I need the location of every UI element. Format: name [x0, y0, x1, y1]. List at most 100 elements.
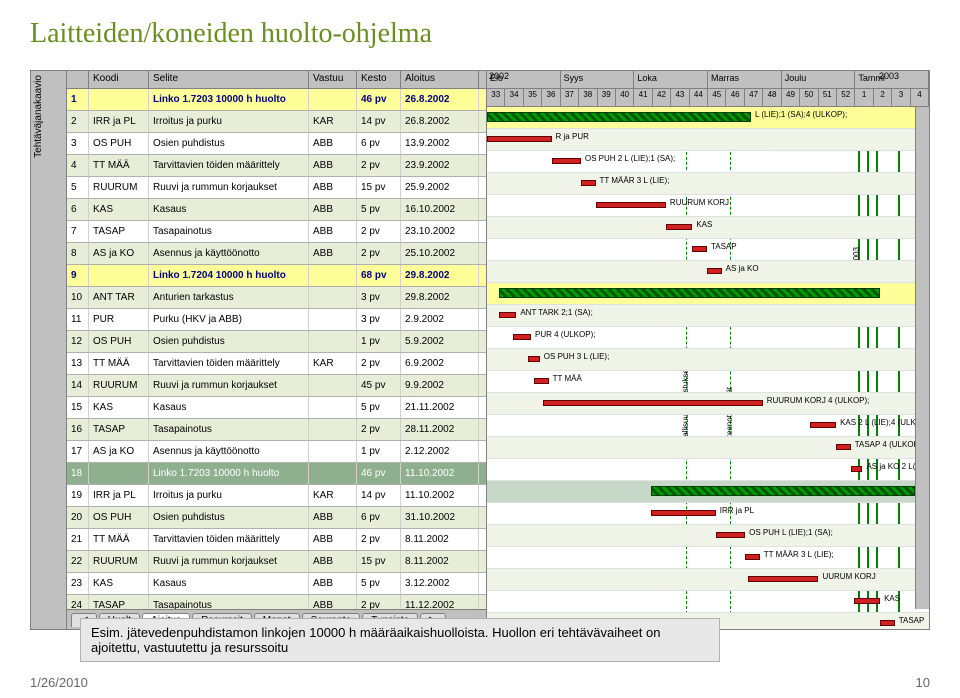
table-row[interactable]: 5RUURUMRuuvi ja rummun korjauksetABB15 p…	[67, 177, 486, 199]
table-row[interactable]: 6KASKasausABB5 pv16.10.2002	[67, 199, 486, 221]
gantt-bar[interactable]	[487, 112, 751, 122]
week-cell: 52	[837, 89, 855, 107]
gantt-row: AS ja KO 2 L(LIE);2;1 (SA);	[487, 459, 929, 481]
table-row[interactable]: 18Linko 1.7203 10000 h huolto46 pv11.10.…	[67, 463, 486, 485]
table-row[interactable]: 3OS PUHOsien puhdistusABB6 pv13.9.2002	[67, 133, 486, 155]
gantt-app: Tehtäväjanakaavio Koodi Selite Vastuu Ke…	[30, 70, 930, 630]
bar-label: TT MÄÄ	[553, 374, 582, 383]
gantt-bar[interactable]	[499, 312, 517, 318]
table-row[interactable]: 15KASKasaus5 pv21.11.2002	[67, 397, 486, 419]
table-row[interactable]: 24TASAPTasapainotusABB2 pv11.12.2002	[67, 595, 486, 609]
gantt-row: OS PUH L (LIE);1 (SA);	[487, 525, 929, 547]
week-cell: 50	[800, 89, 818, 107]
week-cell: 47	[745, 89, 763, 107]
gantt-bar[interactable]	[810, 422, 836, 428]
table-row[interactable]: 20OS PUHOsien puhdistusABB6 pv31.10.2002	[67, 507, 486, 529]
col-dur[interactable]: Kesto	[357, 71, 401, 88]
col-code[interactable]: Koodi	[89, 71, 149, 88]
table-row[interactable]: 17AS ja KOAsennus ja käyttöönotto1 pv2.1…	[67, 441, 486, 463]
gantt-bar[interactable]	[707, 268, 722, 274]
week-cell: 33	[487, 89, 505, 107]
week-cell: 46	[726, 89, 744, 107]
gantt-body[interactable]: urvallisuustarkastukset äytteenottopäivä…	[487, 107, 929, 629]
gantt-bar[interactable]	[716, 532, 745, 538]
gantt-bar[interactable]	[596, 202, 666, 208]
week-cell: 51	[819, 89, 837, 107]
bar-label: UURUM KORJ	[822, 572, 875, 581]
table-row[interactable]: 14RUURUMRuuvi ja rummun korjaukset45 pv9…	[67, 375, 486, 397]
timeline-header: 2002 2003 EloSyysLokaMarrasJouluTammi 33…	[487, 71, 929, 107]
week-cell: 45	[708, 89, 726, 107]
gantt-bar[interactable]	[651, 510, 716, 516]
gantt-bar[interactable]	[552, 158, 581, 164]
gantt-bar[interactable]	[487, 136, 552, 142]
gantt-bar[interactable]	[880, 620, 895, 626]
gantt-bar[interactable]	[534, 378, 549, 384]
week-cell: 36	[542, 89, 560, 107]
scrollbar-vertical[interactable]	[915, 107, 929, 609]
gantt-row: OS PUH 3 L (LIE);	[487, 349, 929, 371]
gantt-bar[interactable]	[528, 356, 540, 362]
side-label-panel: Tehtäväjanakaavio	[31, 71, 67, 629]
gantt-bar[interactable]	[581, 180, 596, 186]
bar-label: TASAP 4 (ULKOP);	[855, 440, 924, 449]
gantt-bar[interactable]	[836, 444, 851, 450]
week-cell: 37	[561, 89, 579, 107]
week-cell: 42	[653, 89, 671, 107]
task-table: Koodi Selite Vastuu Kesto Aloitus 1Linko…	[67, 71, 487, 629]
bar-label: R ja PUR	[556, 132, 589, 141]
table-row[interactable]: 13TT MÄÄTarvittavien töiden määrittelyKA…	[67, 353, 486, 375]
week-cell: 2	[874, 89, 892, 107]
gantt-bar[interactable]	[499, 288, 880, 298]
col-desc[interactable]: Selite	[149, 71, 309, 88]
bar-label: TT MÄÄR 3 L (LIE);	[600, 176, 670, 185]
gantt-bar[interactable]	[854, 598, 880, 604]
gantt-row: AS ja KO	[487, 261, 929, 283]
table-row[interactable]: 2IRR ja PLIrroitus ja purkuKAR14 pv26.8.…	[67, 111, 486, 133]
gantt-row: OS PUH 2 L (LIE);1 (SA);	[487, 151, 929, 173]
gantt-bar[interactable]	[651, 486, 915, 496]
page-number: 10	[916, 675, 930, 690]
table-row[interactable]: 10ANT TARAnturien tarkastus3 pv29.8.2002	[67, 287, 486, 309]
gantt-chart: 2002 2003 EloSyysLokaMarrasJouluTammi 33…	[487, 71, 929, 629]
gantt-row: TT MÄÄR 3 L (LIE);	[487, 547, 929, 569]
week-cell: 43	[671, 89, 689, 107]
table-rows: 1Linko 1.7203 10000 h huolto46 pv26.8.20…	[67, 89, 486, 609]
gantt-bar[interactable]	[543, 400, 763, 406]
gantt-bar[interactable]	[745, 554, 760, 560]
table-row[interactable]: 23KASKasausABB5 pv3.12.2002	[67, 573, 486, 595]
week-cell: 38	[579, 89, 597, 107]
table-row[interactable]: 16TASAPTasapainotus2 pv28.11.2002	[67, 419, 486, 441]
bar-label: OS PUH 3 L (LIE);	[544, 352, 610, 361]
bar-label: AS ja KO	[726, 264, 759, 273]
table-row[interactable]: 9Linko 1.7204 10000 h huolto68 pv29.8.20…	[67, 265, 486, 287]
col-start[interactable]: Aloitus	[401, 71, 479, 88]
table-row[interactable]: 21TT MÄÄTarvittavien töiden määrittelyAB…	[67, 529, 486, 551]
gantt-bar[interactable]	[513, 334, 531, 340]
table-row[interactable]: 11PURPurku (HKV ja ABB)3 pv2.9.2002	[67, 309, 486, 331]
week-cell: 35	[524, 89, 542, 107]
table-row[interactable]: 1Linko 1.7203 10000 h huolto46 pv26.8.20…	[67, 89, 486, 111]
month-cell: Tammi	[855, 71, 929, 89]
week-cell: 40	[616, 89, 634, 107]
table-row[interactable]: 7TASAPTasapainotusABB2 pv23.10.2002	[67, 221, 486, 243]
gantt-bar[interactable]	[666, 224, 692, 230]
gantt-row: L (LIE);1 (SA);4 (ULK	[487, 481, 929, 503]
table-row[interactable]: 4TT MÄÄTarvittavien töiden määrittelyABB…	[67, 155, 486, 177]
month-cell: Elo	[487, 71, 561, 89]
week-cell: 39	[598, 89, 616, 107]
table-row[interactable]: 12OS PUHOsien puhdistus1 pv5.9.2002	[67, 331, 486, 353]
table-row[interactable]: 22RUURUMRuuvi ja rummun korjauksetABB15 …	[67, 551, 486, 573]
gantt-row: R ja PUR	[487, 129, 929, 151]
table-row[interactable]: 19IRR ja PLIrroitus ja purkuKAR14 pv11.1…	[67, 485, 486, 507]
bar-label: KAS	[696, 220, 712, 229]
col-resp[interactable]: Vastuu	[309, 71, 357, 88]
table-row[interactable]: 8AS ja KOAsennus ja käyttöönottoABB2 pv2…	[67, 243, 486, 265]
week-cell: 3	[892, 89, 910, 107]
bar-label: RUURUM KORJ	[670, 198, 729, 207]
gantt-row: PUR 4 (ULKOP);	[487, 327, 929, 349]
month-cell: Syys	[561, 71, 635, 89]
gantt-bar[interactable]	[748, 576, 818, 582]
gantt-bar[interactable]	[851, 466, 863, 472]
gantt-bar[interactable]	[692, 246, 707, 252]
